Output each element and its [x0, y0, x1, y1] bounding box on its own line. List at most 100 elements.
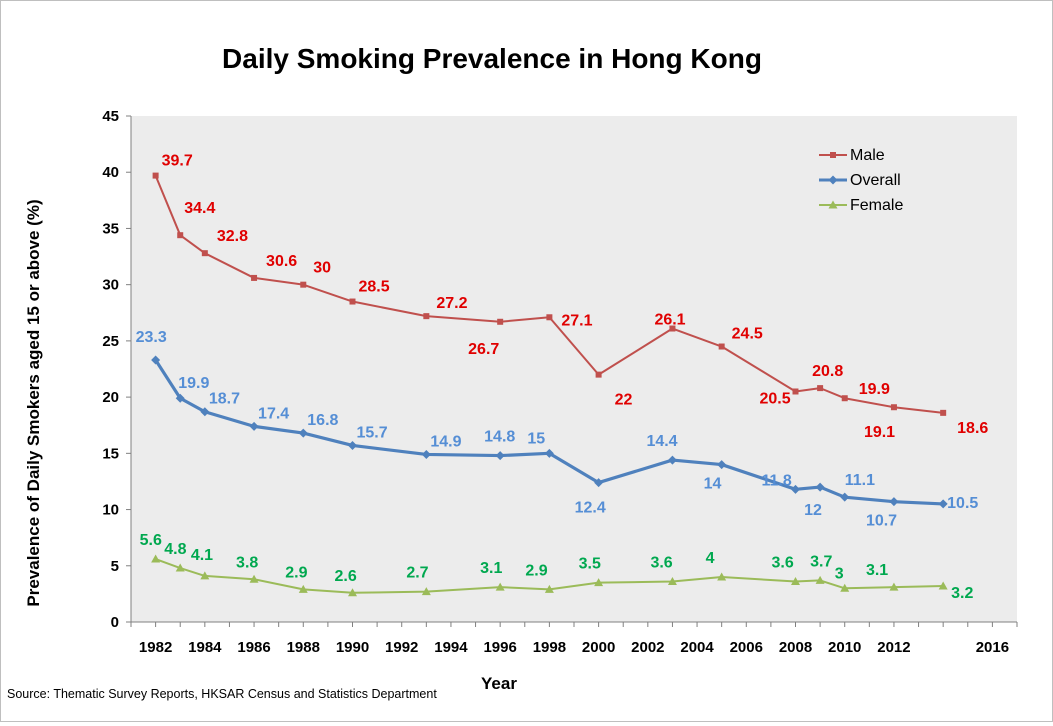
- female-point: [249, 574, 259, 583]
- female-point: [151, 554, 161, 563]
- male-data-label: 28.5: [359, 279, 390, 296]
- overall-data-label: 16.8: [307, 412, 338, 429]
- male-data-label: 26.7: [468, 341, 499, 358]
- source-note: Source: Thematic Survey Reports, HKSAR C…: [7, 687, 437, 701]
- overall-point: [791, 484, 800, 494]
- male-data-label: 24.5: [732, 326, 763, 343]
- female-point: [348, 588, 357, 597]
- female-point: [175, 563, 185, 572]
- overall-point: [667, 455, 677, 465]
- x-tick-label: 1994: [434, 639, 468, 656]
- male-data-label: 39.7: [162, 153, 193, 170]
- x-tick-label: 2016: [976, 639, 1009, 656]
- female-point: [815, 575, 825, 584]
- female-data-label: 3.8: [236, 554, 258, 571]
- x-tick-label: 1990: [336, 639, 369, 656]
- overall-point: [594, 478, 604, 488]
- overall-point: [249, 421, 259, 431]
- overall-data-label: 10.5: [947, 495, 978, 512]
- overall-data-label: 18.7: [209, 391, 240, 408]
- overall-point: [815, 482, 825, 492]
- overall-point: [175, 393, 185, 403]
- overall-data-label: 11.8: [762, 472, 792, 489]
- overall-point: [200, 407, 210, 417]
- female-data-label: 3.6: [650, 555, 672, 572]
- y-tick-label: 40: [102, 164, 119, 181]
- overall-point: [717, 460, 727, 470]
- male-point: [718, 343, 725, 350]
- female-data-label: 2.6: [335, 568, 357, 585]
- overall-data-label: 10.7: [866, 513, 897, 530]
- female-data-label: 3.1: [480, 560, 502, 577]
- female-point: [667, 577, 677, 586]
- female-point: [298, 584, 308, 593]
- male-data-label: 30: [313, 260, 331, 277]
- x-tick-label: 2012: [877, 639, 910, 656]
- x-tick-label: 2006: [730, 639, 763, 656]
- male-point: [251, 274, 258, 281]
- series-layer: 39.7 34.432.8 30.6 30 28.5 27.2 26.7 27.1 22 26.1…: [136, 153, 989, 602]
- overall-data-label: 12.4: [575, 500, 606, 517]
- overall-point: [421, 449, 431, 459]
- female-point: [840, 583, 850, 592]
- overall-data-label: 15: [527, 430, 545, 447]
- legend-item-female: Female: [819, 197, 903, 214]
- female-data-label: 4.8: [164, 541, 186, 558]
- male-data-label: 22: [615, 392, 633, 409]
- male-data-label: 19.1: [864, 424, 895, 441]
- female-data-label: 4: [706, 550, 715, 567]
- male-data-label: 30.6: [266, 253, 297, 270]
- female-data-label: 4.1: [191, 547, 213, 564]
- legend-label-female: Female: [850, 197, 903, 214]
- male-point: [595, 371, 602, 378]
- overall-data-label: 17.4: [258, 405, 289, 422]
- female-point: [791, 577, 800, 586]
- male-data-label: 27.1: [561, 312, 592, 329]
- female-series: 5.64.8 4.1 3.8 2.9 2.6 2.7 3.1 2.9 3.5 3.6 4 3.6 3.7…: [140, 532, 974, 602]
- overall-series: 23.319.918.717.4 16.815.714.9 14.8 1512.414…: [136, 329, 979, 530]
- x-tick-label: 1984: [188, 639, 222, 656]
- female-data-label: 2.9: [285, 564, 307, 581]
- y-tick-label: 45: [102, 108, 119, 125]
- overall-point: [938, 499, 948, 509]
- female-data-label: 2.9: [525, 562, 547, 579]
- overall-point: [889, 497, 899, 507]
- chart-title: Daily Smoking Prevalence in Hong Kong: [222, 43, 762, 74]
- y-tick-label: 25: [102, 333, 119, 350]
- overall-data-label: 14.9: [430, 433, 461, 450]
- x-tick-label: 2010: [828, 639, 861, 656]
- legend-label-overall: Overall: [850, 172, 901, 189]
- overall-data-label: 14.4: [646, 433, 677, 450]
- female-point: [200, 571, 210, 580]
- overall-data-label: 14.8: [484, 429, 515, 446]
- overall-data-label: 19.9: [178, 375, 209, 392]
- female-point: [544, 584, 554, 593]
- y-tick-label: 20: [102, 389, 119, 406]
- x-tick-label: 1996: [483, 639, 516, 656]
- y-tick-label: 10: [102, 502, 119, 519]
- male-point: [201, 250, 208, 257]
- male-point: [817, 385, 824, 392]
- y-axis-title: Prevalence of Daily Smokers aged 15 or a…: [24, 199, 43, 606]
- female-data-label: 3: [835, 565, 844, 582]
- female-data-label: 3.2: [951, 585, 973, 602]
- x-tick-label: 1998: [533, 639, 566, 656]
- female-point: [594, 578, 604, 587]
- overall-data-label: 11.1: [845, 472, 875, 489]
- y-tick-label: 15: [102, 445, 119, 462]
- male-point: [792, 388, 799, 395]
- female-point: [421, 587, 431, 596]
- male-point: [497, 318, 504, 325]
- male-data-label: 32.8: [217, 228, 248, 245]
- male-data-label: 20.8: [812, 363, 843, 380]
- female-data-label: 3.7: [810, 553, 832, 570]
- legend-marker-female: [828, 200, 838, 209]
- x-tick-label: 2002: [631, 639, 664, 656]
- legend-item-male: Male: [819, 147, 885, 164]
- overall-data-label: 15.7: [357, 424, 388, 441]
- legend-marker-overall: [828, 175, 838, 185]
- female-data-label: 3.1: [866, 562, 888, 579]
- male-series: 39.7 34.432.8 30.6 30 28.5 27.2 26.7 27.1 22 26.1…: [152, 153, 988, 441]
- female-data-label: 3.5: [579, 556, 601, 573]
